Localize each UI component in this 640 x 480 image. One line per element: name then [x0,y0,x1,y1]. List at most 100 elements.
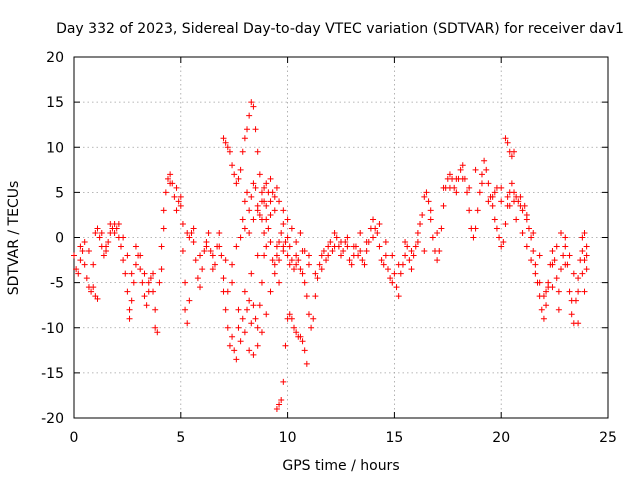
data-point [502,220,509,227]
data-point [408,248,415,255]
data-point [141,293,148,300]
y-tick-label: -15 [41,366,64,382]
data-point [239,148,246,155]
data-point [79,248,86,255]
data-point [186,234,193,241]
data-point [90,261,97,268]
data-point [440,184,447,191]
data-point [235,324,242,331]
data-point [525,225,532,232]
data-point [508,180,515,187]
data-point [293,239,300,246]
data-point [271,261,278,268]
data-point [263,311,270,318]
data-point [421,248,428,255]
x-tick-label: 0 [70,430,79,446]
data-point [158,266,165,273]
data-point [297,229,304,236]
data-point [286,243,293,250]
data-point [190,225,197,232]
axis-ticks [73,56,609,419]
data-point [478,171,485,178]
data-point [579,248,586,255]
data-point [147,275,154,282]
data-point [233,243,240,250]
data-point [220,275,227,282]
data-point [359,257,366,264]
data-point [549,284,556,291]
data-point [511,148,518,155]
data-point [579,270,586,277]
data-point [370,234,377,241]
data-point [113,225,120,232]
data-point [558,229,565,236]
data-point [244,306,251,313]
data-point [303,360,310,367]
data-point [406,257,413,264]
data-point [269,189,276,196]
data-point [177,193,184,200]
data-point [583,252,590,259]
data-point [376,243,383,250]
data-point [555,288,562,295]
data-point [145,279,152,286]
data-point [305,252,312,259]
y-tick-label: 20 [46,50,64,66]
data-point [389,279,396,286]
data-point [258,279,265,286]
data-point [325,243,332,250]
data-point [222,139,229,146]
data-point [175,198,182,205]
data-point [380,261,387,268]
data-point [254,148,261,155]
data-point [568,297,575,304]
data-point [493,225,500,232]
data-point [540,315,547,322]
data-point [320,248,327,255]
data-point [521,202,528,209]
data-point [288,257,295,264]
data-point [77,243,84,250]
data-point [483,166,490,173]
data-point [434,257,441,264]
data-point [229,333,236,340]
data-point [423,189,430,196]
data-point [372,225,379,232]
data-point [489,202,496,209]
data-point [562,261,569,268]
data-point [453,175,460,182]
data-point [256,302,263,309]
data-point [327,239,334,246]
data-point [77,257,84,264]
data-point [291,324,298,331]
data-point [568,311,575,318]
data-point [220,135,227,142]
data-point [532,270,539,277]
data-point [414,229,421,236]
data-point [395,261,402,268]
data-point [233,180,240,187]
data-point [305,311,312,318]
data-point [530,248,537,255]
data-point [363,239,370,246]
data-point [549,248,556,255]
data-point [583,266,590,273]
data-point [267,175,274,182]
data-point [575,288,582,295]
data-point [549,261,556,268]
data-point [248,193,255,200]
data-point [143,302,150,309]
data-point [267,198,274,205]
y-tick-label: 5 [55,185,64,201]
data-point [128,270,135,277]
data-point [408,266,415,273]
data-point [575,320,582,327]
data-point [583,243,590,250]
data-point [318,252,325,259]
data-point [536,252,543,259]
data-point [504,139,511,146]
data-point [222,306,229,313]
data-point [237,234,244,241]
data-point [412,243,419,250]
y-tick-label: -20 [41,411,64,427]
